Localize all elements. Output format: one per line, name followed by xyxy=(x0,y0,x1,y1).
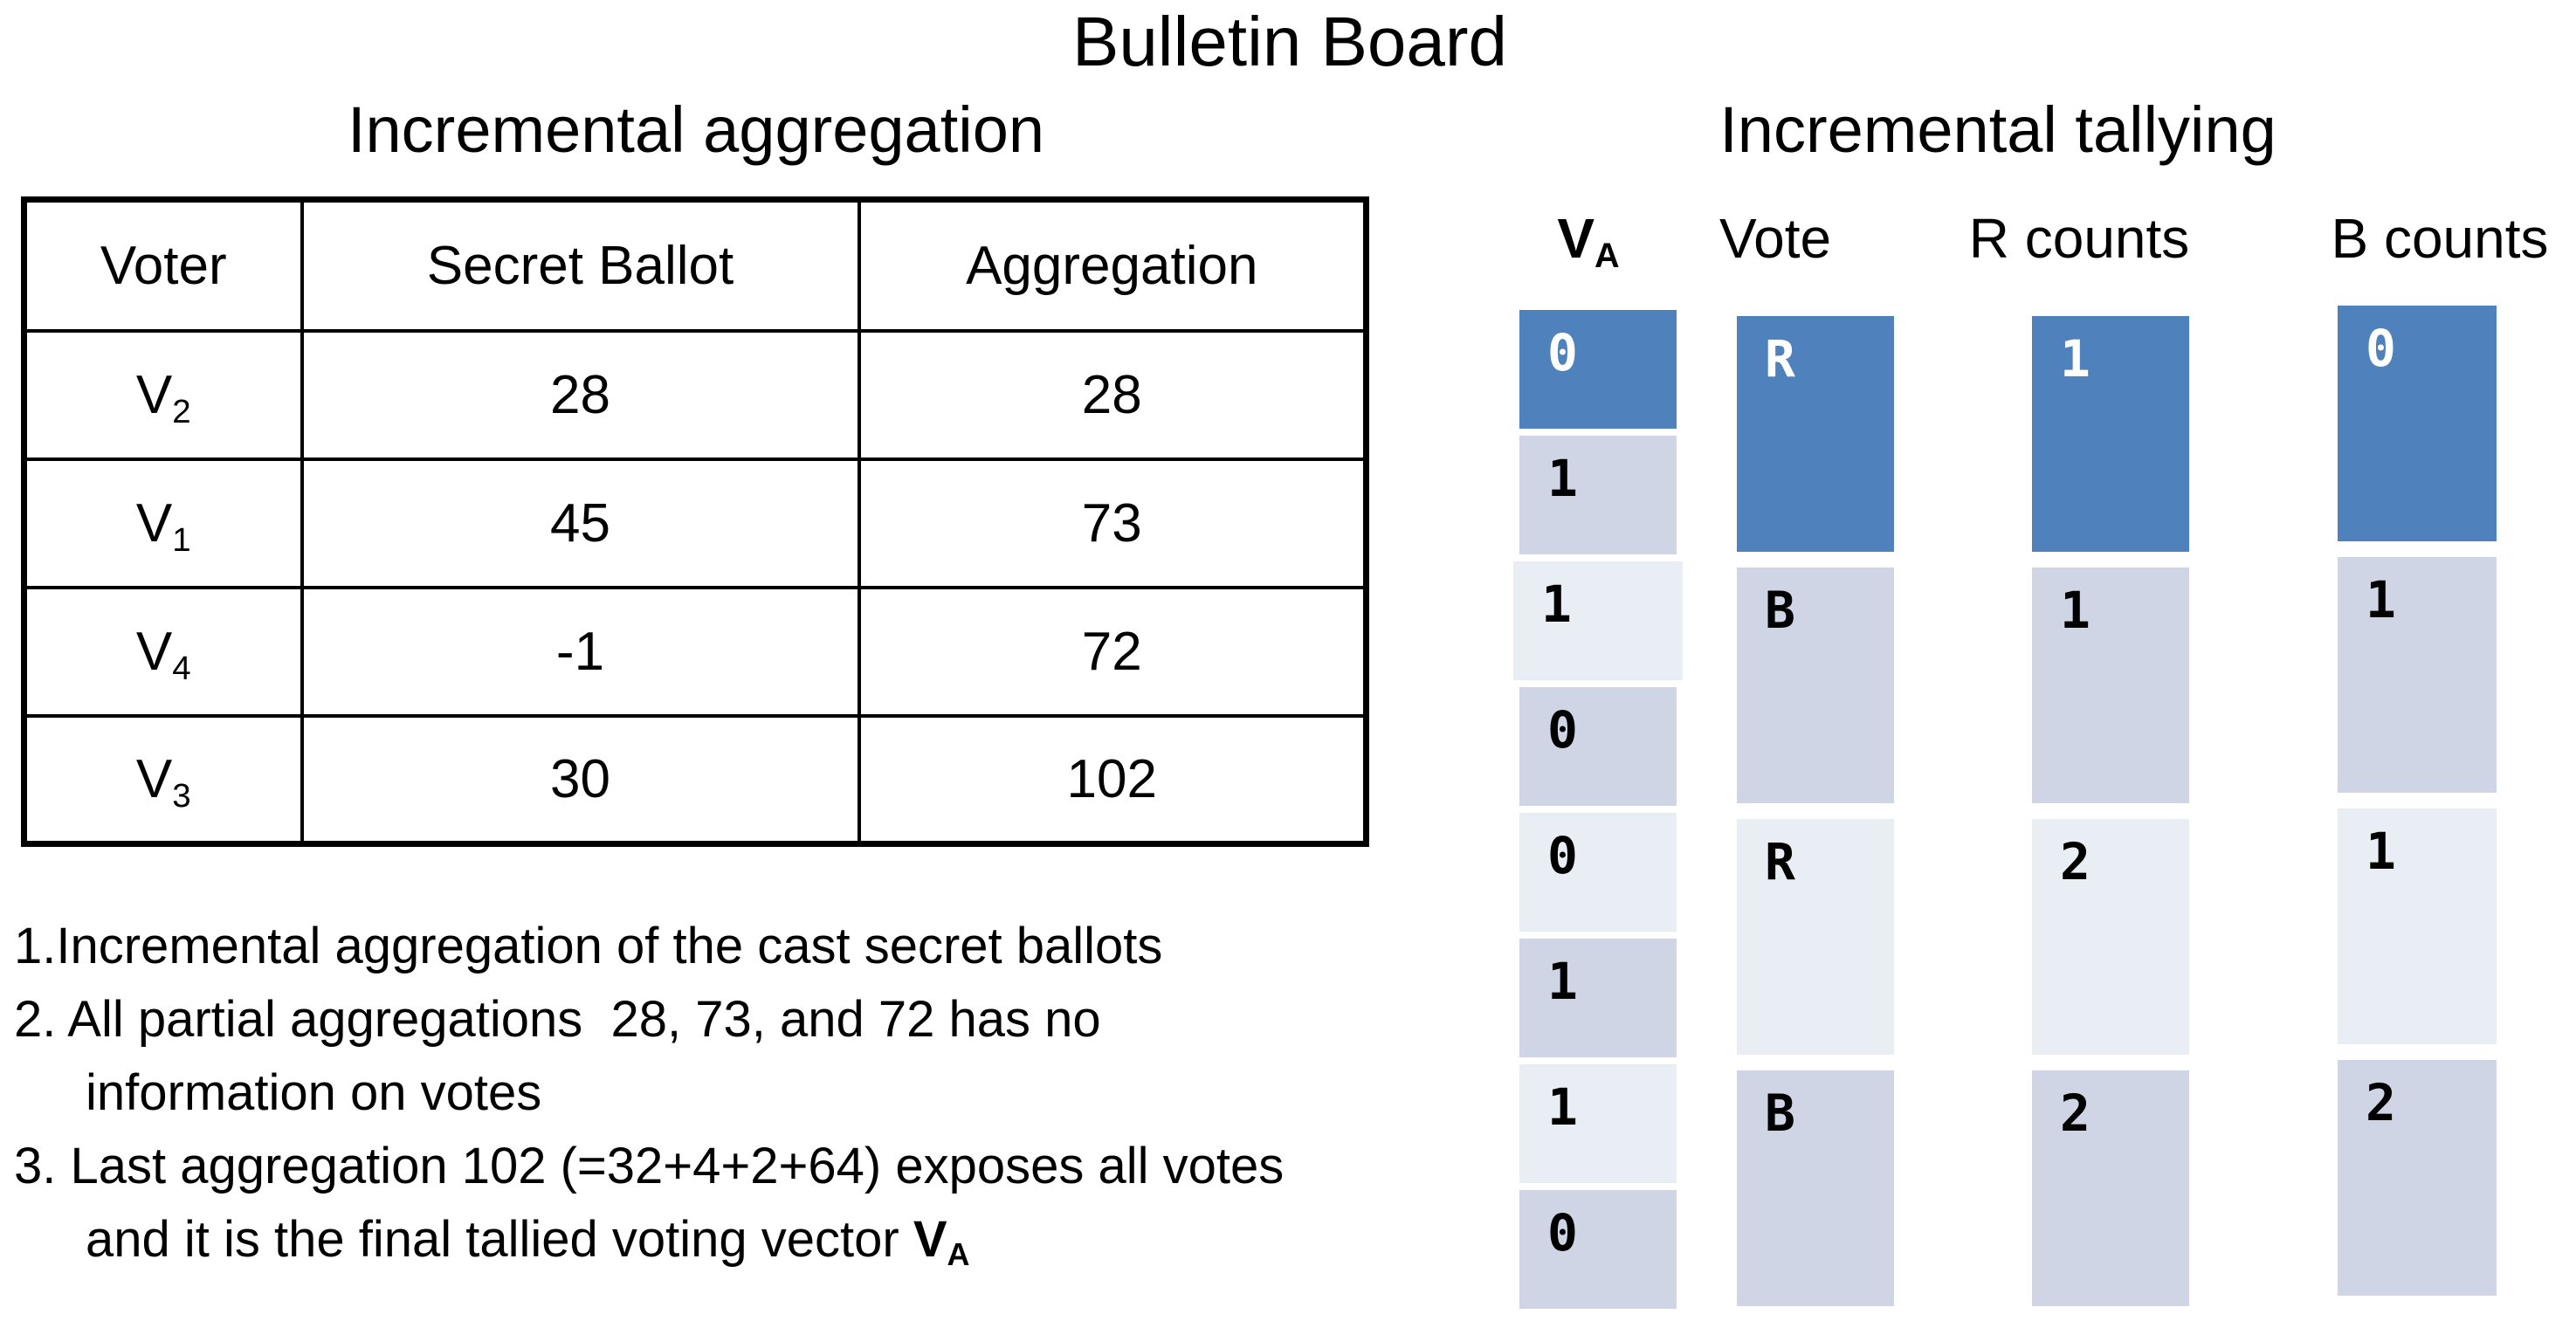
voter-cell: V1 xyxy=(22,457,304,589)
table-header-cell: Secret Ballot xyxy=(300,197,861,333)
notes: 1.Incremental aggregation of the cast se… xyxy=(14,910,1498,1276)
tally-cell: 1 xyxy=(2032,316,2189,552)
voter-cell: V4 xyxy=(22,585,304,718)
tally-cell: 0 xyxy=(1519,310,1677,429)
note-text: and it is the final tallied voting vecto… xyxy=(86,1211,913,1268)
tally-cell: 0 xyxy=(1519,813,1677,932)
tally-cell: 1 xyxy=(1513,561,1683,680)
voter-label: V xyxy=(135,364,173,425)
aggregation-heading: Incremental aggregation xyxy=(347,93,1045,166)
tally-cell: R xyxy=(1737,819,1894,1055)
voter-subscript: 4 xyxy=(172,649,191,687)
tally-cell: 1 xyxy=(1519,436,1677,554)
table-row: V2 28 28 xyxy=(22,328,1368,461)
aggregation-cell: 102 xyxy=(857,713,1368,846)
secret-ballot-cell: 30 xyxy=(300,713,861,846)
voter-subscript: 3 xyxy=(172,776,191,815)
note-line: and it is the final tallied voting vecto… xyxy=(14,1203,1498,1276)
table-row: V4 -1 72 xyxy=(22,585,1368,718)
note-text: 3. Last aggregation 102 (=32+4+2+64) exp… xyxy=(14,1138,1285,1194)
voting-vector-base: V xyxy=(913,1211,947,1268)
note-text: information on votes xyxy=(86,1064,542,1121)
tally-cell: 0 xyxy=(2338,306,2497,541)
aggregation-cell: 73 xyxy=(857,457,1368,589)
page-title: Bulletin Board xyxy=(1071,3,1508,80)
note-text: 1.Incremental aggregation of the cast se… xyxy=(14,918,1163,974)
note-line: 3. Last aggregation 102 (=32+4+2+64) exp… xyxy=(14,1130,1498,1203)
tally-cell: 2 xyxy=(2338,1060,2497,1296)
tally-header-b-counts: B counts xyxy=(2331,208,2548,269)
table-row: V3 30 102 xyxy=(22,713,1368,846)
tally-cell: 1 xyxy=(2338,808,2497,1044)
secret-ballot-cell: 45 xyxy=(300,457,861,589)
tally-cell: R xyxy=(1737,316,1894,552)
tally-cell: B xyxy=(1737,568,1894,803)
note-text: 2. All partial aggregations 28, 73, and … xyxy=(14,991,1101,1048)
tally-header-subscript: A xyxy=(1595,237,1620,276)
voting-vector-subscript: A xyxy=(947,1236,970,1273)
tally-cell: 1 xyxy=(1519,939,1677,1057)
voter-subscript: 1 xyxy=(172,520,191,559)
table-header-cell: Voter xyxy=(22,197,304,333)
tallying-heading: Incremental tallying xyxy=(1719,93,2276,166)
table-header-cell: Aggregation xyxy=(857,197,1368,333)
voter-subscript: 2 xyxy=(172,392,191,430)
tally-header-label: Vote xyxy=(1718,207,1832,270)
tally-header-label: B counts xyxy=(2331,207,2549,270)
voter-cell: V3 xyxy=(22,713,304,846)
voter-cell: V2 xyxy=(22,328,304,461)
note-line: 2. All partial aggregations 28, 73, and … xyxy=(14,983,1498,1056)
voting-vector-label: VA xyxy=(913,1211,970,1270)
table-row: V1 45 73 xyxy=(22,457,1368,589)
tally-header-va: VA xyxy=(1557,207,1619,273)
tally-cell: B xyxy=(1737,1070,1894,1306)
tally-header-vote: Vote xyxy=(1719,208,1831,269)
tally-cell: 1 xyxy=(2032,568,2189,803)
note-line: information on votes xyxy=(14,1056,1498,1130)
tally-cell: 1 xyxy=(1519,1064,1677,1183)
aggregation-table-header-row: Voter Secret Ballot Aggregation xyxy=(22,197,1368,333)
tally-header-label: R counts xyxy=(1968,207,2190,270)
note-line: 1.Incremental aggregation of the cast se… xyxy=(14,910,1498,983)
aggregation-table: Voter Secret Ballot Aggregation V2 28 28 V1 45… xyxy=(21,196,1369,847)
tally-cell: 1 xyxy=(2338,557,2497,793)
voter-label: V xyxy=(135,748,173,809)
aggregation-cell: 72 xyxy=(857,585,1368,718)
tally-header-r-counts: R counts xyxy=(1969,208,2190,269)
tally-cell: 2 xyxy=(2032,819,2189,1055)
tally-cell: 0 xyxy=(1519,1190,1677,1309)
tally-cell: 2 xyxy=(2032,1070,2189,1306)
voter-label: V xyxy=(135,621,173,682)
voter-label: V xyxy=(135,492,173,554)
secret-ballot-cell: -1 xyxy=(300,585,861,718)
secret-ballot-cell: 28 xyxy=(300,328,861,461)
aggregation-cell: 28 xyxy=(857,328,1368,461)
tally-header-label: V xyxy=(1557,207,1595,270)
tally-cell: 0 xyxy=(1519,687,1677,806)
